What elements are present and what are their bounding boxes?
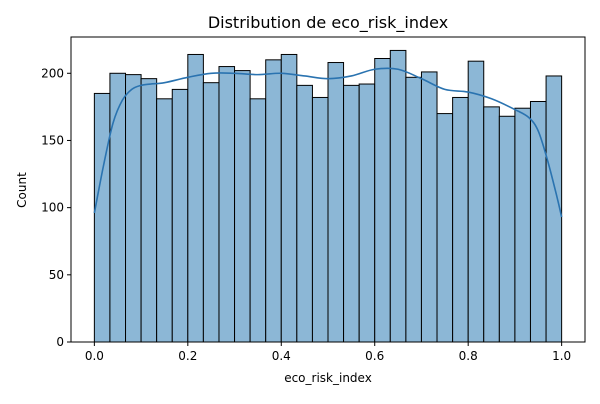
histogram-bar <box>171 88 189 343</box>
y-tick-label: 150 <box>41 133 64 147</box>
histogram-bar <box>140 78 158 343</box>
histogram-bar <box>93 92 111 343</box>
histogram-bar <box>109 72 127 343</box>
axes-group: 0.0 0.2 0.4 0.6 0.8 1.0 0 50 100 150 200 <box>41 36 586 363</box>
histogram-bar <box>156 98 173 343</box>
histogram-bar <box>311 96 329 343</box>
histogram-bar <box>125 74 142 343</box>
y-tick-label: 100 <box>41 201 64 215</box>
histogram-bar <box>436 113 454 343</box>
histogram-bar <box>249 98 267 343</box>
kde-line <box>93 67 563 218</box>
histogram-bar <box>452 96 469 343</box>
histogram-bar <box>405 76 422 343</box>
histogram-bar <box>280 53 298 343</box>
bars-group <box>93 49 563 343</box>
x-tick-label: 1.0 <box>552 349 571 363</box>
plot-frame <box>70 36 586 343</box>
x-axis-label: eco_risk_index <box>284 371 372 385</box>
histogram-bar <box>343 84 360 343</box>
x-tick-label: 0.2 <box>178 349 197 363</box>
histogram-bar <box>265 59 282 343</box>
x-tick-label: 0.0 <box>85 349 104 363</box>
y-tick-label: 0 <box>56 335 64 349</box>
x-tick-label: 0.8 <box>459 349 478 363</box>
histogram-bar <box>218 66 236 343</box>
histogram-bar <box>374 57 391 343</box>
histogram-bar <box>514 107 531 343</box>
histogram-bar <box>467 60 485 343</box>
histogram-bar <box>389 49 407 343</box>
histogram-bar <box>296 84 313 343</box>
y-tick-label: 200 <box>41 66 64 80</box>
chart-title: Distribution de eco_risk_index <box>208 13 448 33</box>
x-tick-label: 0.6 <box>365 349 384 363</box>
histogram-bar <box>187 53 204 343</box>
histogram-bar <box>529 100 547 343</box>
histogram-bar <box>420 71 438 343</box>
histogram-bar <box>327 62 345 343</box>
y-axis-label: Count <box>15 172 29 208</box>
histogram-bar <box>483 106 500 343</box>
histogram-bar <box>358 83 376 343</box>
histogram-bar <box>234 70 251 343</box>
histogram-bar <box>498 115 516 343</box>
y-tick-label: 50 <box>49 268 64 282</box>
x-tick-label: 0.4 <box>272 349 291 363</box>
histogram-bar <box>202 82 220 343</box>
